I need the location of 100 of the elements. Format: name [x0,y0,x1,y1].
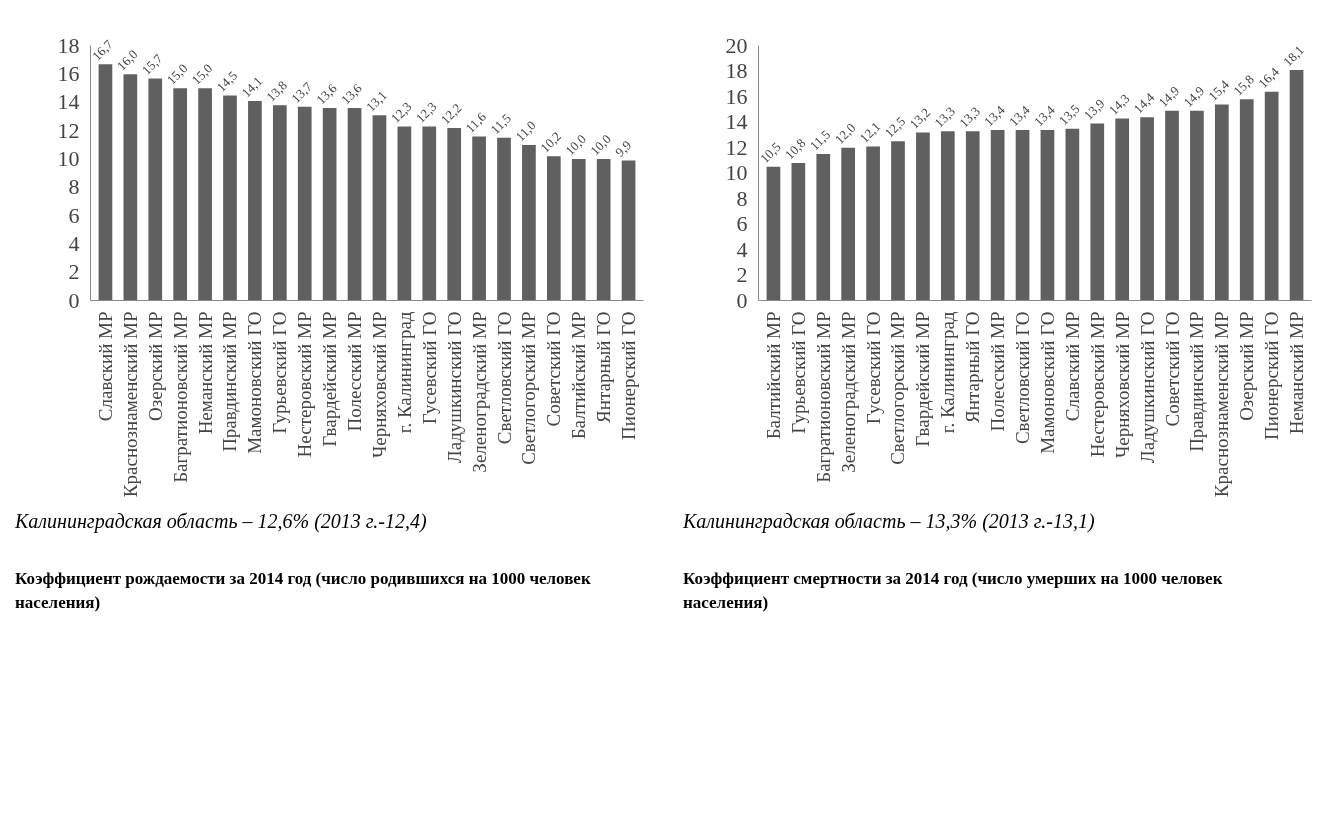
bar [990,129,1005,301]
bar [123,74,138,301]
bar [940,131,955,301]
bar [522,144,536,301]
x-tick-label: Славский МР [94,311,116,422]
x-tick-label: Гурьевский ГО [787,311,809,434]
x-tick-label: Янтарный ГО [962,311,984,423]
y-tick-label: 16 [725,83,748,109]
data-label: 15,4 [1205,76,1233,104]
bar [347,108,362,301]
data-label: 14,9 [1180,83,1208,110]
data-label: 10,0 [587,131,614,159]
x-tick-label: Нестеровский МР [1086,311,1108,458]
bar [98,64,113,301]
x-tick-label: Гусевский ГО [418,311,440,425]
x-tick-label: Светлогорский МР [518,311,540,465]
bar [1289,70,1304,301]
x-tick-label: Балтийский МР [762,311,784,440]
y-tick-label: 2 [736,262,748,288]
x-tick-label: Мамоновский ГО [1036,311,1058,454]
data-label: 11,6 [462,108,490,136]
data-label: 13,9 [1080,95,1108,123]
y-tick-label: 16 [57,61,80,87]
bar [1015,129,1030,301]
bar [497,137,511,301]
bar [866,146,880,301]
y-tick-label: 14 [725,109,748,135]
y-tick-label: 4 [736,236,748,262]
data-label: 15,0 [188,60,216,88]
data-label: 14,5 [213,67,241,95]
data-label: 12,3 [412,98,440,126]
bar [198,88,212,301]
x-tick-label: Балтийский МР [568,311,590,440]
x-tick-label: г. Калининград [393,311,415,434]
data-label: 15,8 [1230,71,1257,99]
text: Коэффициент рождаемости за 2014 год (число родившихся на 1000 человек населения) [15,568,592,614]
bar [1264,91,1279,301]
bar [173,88,188,301]
y-tick-label: 10 [57,146,80,172]
x-tick-label: Гурьевский ГО [269,311,291,434]
x-tick-label: Нестеровский МР [294,311,316,458]
data-label: 13,3 [956,103,983,131]
data-label: 12,0 [831,120,859,147]
bar [891,141,905,301]
bar [272,105,287,301]
data-label: 18,1 [1280,42,1307,70]
bar [791,163,806,301]
y-tick-label: 8 [736,185,748,211]
bar [248,101,262,301]
bar [223,95,237,301]
bar [297,106,312,301]
y-tick-label: 10 [725,160,748,186]
x-tick-label: Черняховский МР [368,311,390,459]
x-tick-label: Озерский МР [1236,311,1258,421]
data-label: 12,1 [856,118,884,146]
bar [766,166,781,301]
data-label: 10,0 [562,131,589,159]
data-label: 15,0 [163,60,191,88]
x-tick-label: Советский ГО [543,311,565,427]
bar [422,126,437,301]
data-label: 13,6 [313,80,341,108]
y-tick-label: 14 [57,89,80,115]
x-tick-label: Пионерский ГО [618,311,640,440]
data-label: 12,5 [881,113,909,141]
data-label: 11,0 [512,117,539,145]
x-tick-label: Озерский МР [144,311,166,421]
bar [1040,129,1055,301]
x-tick-label: Пионерский ГО [1261,311,1283,440]
bar [546,156,561,301]
x-tick-label: Правдинский МР [219,311,241,452]
x-tick-label: Светлогорский МР [887,311,909,465]
data-label: 13,3 [931,103,959,131]
data-label: 12,2 [437,100,465,128]
x-tick-label: Гвардейский МР [319,311,341,447]
x-tick-label: Светловский ГО [493,311,515,445]
x-tick-label: Гусевский ГО [862,311,884,425]
bar [916,132,930,301]
data-label: 10,8 [781,135,809,163]
x-tick-label: Полесский МР [987,311,1009,432]
x-tick-label: г. Калининград [937,311,959,434]
x-tick-label: Черняховский МР [1111,311,1133,459]
x-tick-label: Неманский МР [194,311,216,435]
data-label: 10,5 [756,139,784,166]
bar [841,147,856,301]
bar [1190,110,1204,301]
x-tick-label: Ладушкинский ГО [1136,311,1158,464]
x-tick-label: Советский ГО [1161,311,1183,427]
data-label: 15,7 [138,50,166,78]
y-tick-label: 20 [725,32,748,58]
data-label: 16,4 [1255,63,1283,91]
bar [472,136,486,301]
bar [1090,123,1105,301]
x-tick-label: Неманский МР [1286,311,1308,435]
y-tick-label: 6 [736,211,748,237]
text: Коэффициент смертности за 2014 год (число умерших на 1000 человек населения) [683,568,1224,614]
x-tick-label: Зеленоградский МР [468,311,490,473]
data-label: 14,9 [1155,83,1183,110]
x-tick-label: Янтарный ГО [593,311,615,423]
data-label: 13,4 [981,101,1009,130]
x-tick-label: Зеленоградский МР [837,311,859,473]
